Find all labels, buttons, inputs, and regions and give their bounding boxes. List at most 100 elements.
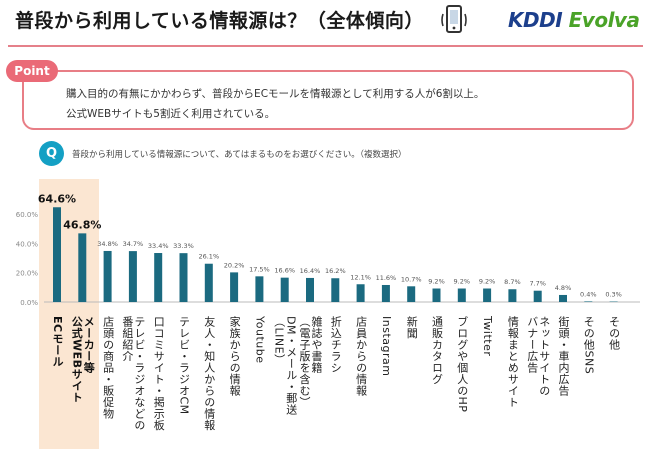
category-label-line: バナー広告 xyxy=(525,316,539,374)
data-label: 33.4% xyxy=(148,242,169,250)
category-label: 通販カタログ xyxy=(430,316,444,385)
bar xyxy=(533,290,542,302)
brand-logo: KDDI Evolva xyxy=(508,8,640,32)
category-label: Twitter xyxy=(481,316,495,357)
point-line-2: 公式WEBサイトも5割近く利用されている。 xyxy=(66,108,276,120)
bar xyxy=(356,284,365,302)
category-label-line: 店頭の商品・販促物 xyxy=(101,316,115,420)
data-label: 46.8% xyxy=(63,218,101,231)
data-label: 9.2% xyxy=(428,278,445,286)
category-label-line: 街頭・車内広告 xyxy=(557,316,570,397)
category-label: その他SNS xyxy=(582,316,596,375)
category-label: DM・メール・郵送 （LINE） xyxy=(272,316,298,416)
category-label-line: Twitter xyxy=(481,316,495,357)
highlight-band xyxy=(39,179,99,449)
data-label: 33.3% xyxy=(173,242,194,250)
category-label-line: 友人・知人からの情報 xyxy=(202,316,216,431)
bar xyxy=(483,288,492,302)
category-label: 街頭・車内広告 xyxy=(557,316,570,397)
bar xyxy=(255,276,264,302)
category-label-line: 新聞 xyxy=(405,316,419,339)
category-label: テレビ・ラジオなどの 番組紹介 xyxy=(120,316,146,431)
category-label: ECモール xyxy=(51,316,64,368)
bar xyxy=(407,286,416,302)
data-label: 16.4% xyxy=(300,267,321,275)
logo-evolva: Evolva xyxy=(568,8,640,32)
data-label: 16.2% xyxy=(325,267,346,275)
bar xyxy=(128,251,137,302)
category-label: 口コミサイト・掲示板 xyxy=(152,316,166,431)
data-label: 12.1% xyxy=(350,273,371,281)
data-label: 0.3% xyxy=(605,291,622,299)
category-label: 友人・知人からの情報 xyxy=(202,316,216,431)
bar xyxy=(508,289,517,302)
data-label: 26.1% xyxy=(198,253,219,261)
category-label-line: ブログや個人のHP xyxy=(455,316,469,413)
data-label: 7.7% xyxy=(529,280,546,288)
bar xyxy=(230,272,239,302)
category-label-line: テレビ・ラジオCM xyxy=(177,316,191,415)
category-label: テレビ・ラジオCM xyxy=(177,316,191,415)
data-label: 8.7% xyxy=(504,278,521,286)
category-label: 折込チラシ xyxy=(329,316,343,374)
bar xyxy=(432,288,441,302)
category-label-line: その他 xyxy=(607,316,621,351)
data-label: 4.8% xyxy=(555,284,572,292)
category-label: 情報まとめサイト xyxy=(506,316,520,408)
category-label-line: ECモール xyxy=(51,316,64,368)
category-label-line: 雑誌や書籍 xyxy=(310,316,323,374)
category-label-line: 情報まとめサイト xyxy=(506,316,520,408)
header-divider xyxy=(8,45,643,47)
category-label-line: 折込チラシ xyxy=(329,316,343,374)
bar xyxy=(53,207,61,302)
data-label: 11.6% xyxy=(376,274,397,282)
category-label-line: 公式WEBサイト xyxy=(70,316,84,404)
point-line-1: 購入目的の有無にかかわらず、普段からECモールを情報源として利用する人が6割以上… xyxy=(66,88,485,100)
smartphone-icon xyxy=(441,5,467,33)
data-label: 0.4% xyxy=(580,290,597,298)
bar xyxy=(280,277,289,302)
category-label-line: （LINE） xyxy=(272,316,286,366)
category-label: 店員からの情報 xyxy=(355,316,368,397)
bar xyxy=(457,288,466,302)
category-label-line: その他SNS xyxy=(582,316,596,375)
y-tick-label: 0.0% xyxy=(20,299,38,307)
category-label-line: 口コミサイト・掲示板 xyxy=(152,316,166,431)
category-label-line: 通販カタログ xyxy=(430,316,444,385)
bar xyxy=(154,253,163,302)
category-label-line: 家族からの情報 xyxy=(228,316,242,397)
category-label-line: Instagram xyxy=(379,316,393,377)
category-label-line: 番組紹介 xyxy=(120,316,134,362)
bar xyxy=(381,284,390,302)
category-label: メーカー等 公式WEBサイト xyxy=(70,316,96,404)
page-title: 普段から利用している情報源は？（全体傾向） xyxy=(15,10,424,32)
category-label-line: テレビ・ラジオなどの xyxy=(132,316,146,431)
data-label: 34.8% xyxy=(97,240,118,248)
category-label-line: メーカー等 xyxy=(82,316,96,374)
data-label: 64.6% xyxy=(38,192,76,205)
question-text: 普段から利用している情報源について、あてはまるものをお選びください。（複数選択） xyxy=(72,150,407,160)
category-label-line: DM・メール・郵送 xyxy=(284,316,298,416)
data-label: 9.2% xyxy=(479,278,496,286)
category-label: その他 xyxy=(607,316,621,351)
category-label-line: （電子版を含む） xyxy=(298,316,311,408)
y-tick-label: 60.0% xyxy=(16,211,39,219)
data-label: 34.7% xyxy=(123,240,144,248)
category-label-line: ネットサイトの xyxy=(537,316,551,397)
logo-kddi: KDDI xyxy=(508,8,563,32)
point-badge: Point xyxy=(6,60,58,82)
y-tick-label: 40.0% xyxy=(16,240,39,248)
category-label: 新聞 xyxy=(405,316,419,339)
data-label: 17.5% xyxy=(249,265,270,273)
bar xyxy=(306,277,314,302)
data-label: 16.6% xyxy=(274,267,295,275)
bar xyxy=(584,301,593,302)
bar xyxy=(78,233,87,302)
bar xyxy=(204,263,213,302)
data-label: 10.7% xyxy=(401,275,422,283)
bar xyxy=(331,278,340,302)
category-label: 家族からの情報 xyxy=(228,316,242,397)
bar xyxy=(559,294,567,302)
y-tick-label: 20.0% xyxy=(16,270,39,278)
